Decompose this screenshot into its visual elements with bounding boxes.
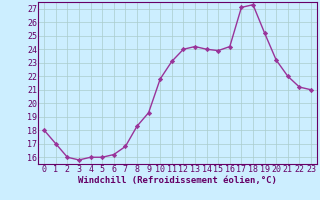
X-axis label: Windchill (Refroidissement éolien,°C): Windchill (Refroidissement éolien,°C) — [78, 176, 277, 185]
